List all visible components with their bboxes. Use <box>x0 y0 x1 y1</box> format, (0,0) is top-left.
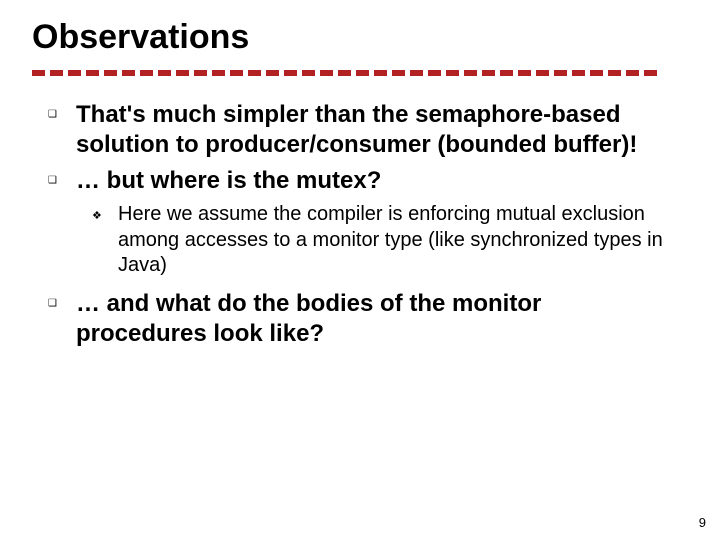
slide-body: ❑ That's much simpler than the semaphore… <box>48 100 668 355</box>
bullet-level1: ❑ … and what do the bodies of the monito… <box>48 289 668 349</box>
square-bullet-icon: ❑ <box>48 100 76 120</box>
slide: Observations ❑ That's much simpler than … <box>0 0 720 540</box>
bullet-level1: ❑ That's much simpler than the semaphore… <box>48 100 668 160</box>
bullet-text: … but where is the mutex? <box>76 166 381 196</box>
page-number: 9 <box>699 515 706 530</box>
bullet-level1: ❑ … but where is the mutex? <box>48 166 668 196</box>
bullet-level2: ❖ Here we assume the compiler is enforci… <box>92 202 668 279</box>
slide-title: Observations <box>32 18 249 57</box>
bullet-text: … and what do the bodies of the monitor … <box>76 289 668 349</box>
diamond-bullet-icon: ❖ <box>92 202 118 222</box>
square-bullet-icon: ❑ <box>48 166 76 186</box>
bullet-text: That's much simpler than the semaphore-b… <box>76 100 668 160</box>
title-underline <box>32 70 648 78</box>
bullet-text: Here we assume the compiler is enforcing… <box>118 202 668 279</box>
square-bullet-icon: ❑ <box>48 289 76 309</box>
